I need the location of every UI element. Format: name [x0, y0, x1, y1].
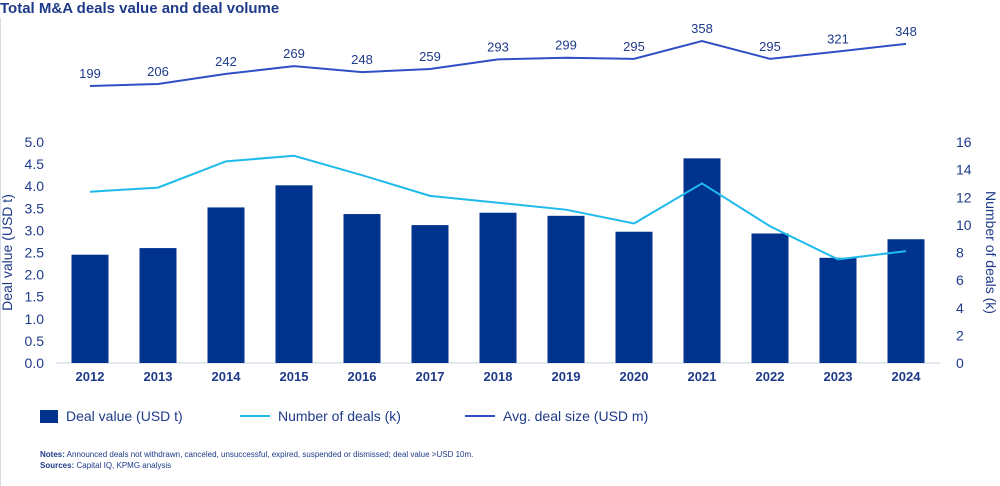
combo-chart: 0.0 0.5 1.0 1.5 2.0 2.5 3.0 3.5 4.0 4.5 5.0 0 2 4 6 8 10…: [0, 21, 999, 384]
legend-swatch-bar: [40, 409, 58, 423]
y2-tick-label-7: 14: [956, 162, 972, 178]
y2-tick-label-6: 12: [956, 189, 972, 205]
y-tick-label-7: 3.5: [25, 200, 45, 216]
y2-tick-label-1: 2: [956, 327, 964, 343]
x-tick-label-2015: 2015: [280, 369, 309, 384]
y2-tick-label-2: 4: [956, 300, 964, 316]
x-tick-label-2021: 2021: [688, 369, 717, 384]
avg-data-label-2022: 295: [759, 39, 781, 54]
y-tick-label-0: 0.0: [25, 355, 45, 371]
y-axis-title: Deal value (USD t): [0, 194, 15, 311]
legend-item-deal-value: Deal value (USD t): [40, 408, 183, 424]
chart-notes: Notes: Announced deals not withdrawn, ca…: [40, 449, 473, 471]
avg-data-label-2023: 321: [827, 31, 849, 46]
y-tick-label-6: 3.0: [25, 222, 45, 238]
x-tick-label-2023: 2023: [824, 369, 853, 384]
avg-data-label-2013: 206: [147, 64, 169, 79]
bar-2024: [887, 239, 925, 363]
chart-title: Total M&A deals value and deal volume: [0, 0, 280, 17]
x-tick-label-2012: 2012: [76, 369, 105, 384]
x-tick-label-2022: 2022: [756, 369, 785, 384]
bar-2015: [275, 185, 313, 363]
bar-2022: [751, 233, 789, 363]
y-tick-label-8: 4.0: [25, 178, 45, 194]
y-tick-label-5: 2.5: [25, 245, 45, 261]
legend-item-avg-deal-size: Avg. deal size (USD m): [465, 408, 648, 424]
bar-2021: [683, 158, 721, 363]
bar-2019: [547, 215, 585, 363]
x-tick-label-2018: 2018: [484, 369, 513, 384]
avg-data-label-2018: 293: [487, 39, 509, 54]
left-divider: [0, 18, 1, 486]
y2-tick-label-0: 0: [956, 355, 964, 371]
y2-tick-label-4: 8: [956, 245, 964, 261]
x-tick-label-2013: 2013: [144, 369, 173, 384]
avg-data-label-2016: 248: [351, 52, 373, 67]
notes-line: Notes: Announced deals not withdrawn, ca…: [40, 450, 474, 459]
y-tick-label-1: 0.5: [25, 333, 45, 349]
avg-data-label-2020: 295: [623, 39, 645, 54]
legend-label-avg-deal-size: Avg. deal size (USD m): [503, 408, 649, 424]
avg-data-label-2024: 348: [895, 24, 917, 39]
bar-2012: [71, 254, 109, 363]
x-tick-label-2016: 2016: [348, 369, 377, 384]
legend-label-number-of-deals: Number of deals (k): [278, 408, 401, 424]
y-tick-label-4: 2.0: [25, 267, 45, 283]
bar-2018: [479, 212, 517, 363]
legend-item-number-of-deals: Number of deals (k): [240, 408, 401, 424]
legend-swatch-avg-line: [465, 415, 495, 417]
avg-data-label-2021: 358: [691, 21, 713, 36]
x-tick-label-2017: 2017: [416, 369, 445, 384]
y-tick-label-3: 1.5: [25, 289, 45, 305]
x-tick-label-2014: 2014: [212, 369, 242, 384]
bar-2016: [343, 214, 381, 363]
y-tick-label-2: 1.0: [25, 311, 45, 327]
x-tick-label-2019: 2019: [552, 369, 581, 384]
y-tick-label-9: 4.5: [25, 156, 45, 172]
avg-data-label-2014: 242: [215, 54, 237, 69]
legend-label-deal-value: Deal value (USD t): [66, 408, 183, 424]
x-tick-label-2020: 2020: [620, 369, 649, 384]
bar-2023: [819, 257, 857, 363]
y2-tick-label-3: 6: [956, 272, 964, 288]
avg-data-label-2019: 299: [555, 38, 577, 53]
y-tick-label-10: 5.0: [25, 134, 45, 150]
x-tick-label-2024: 2024: [892, 369, 922, 384]
legend-swatch-deals-line: [240, 415, 270, 417]
y2-tick-label-8: 16: [956, 134, 972, 150]
avg-data-label-2015: 269: [283, 46, 305, 61]
bar-2014: [207, 207, 245, 363]
bar-2017: [411, 225, 449, 363]
avg-data-label-2017: 259: [419, 49, 441, 64]
sources-line: Sources: Capital IQ, KPMG analysis: [40, 461, 172, 470]
bar-2020: [615, 231, 653, 363]
chart-legend: Deal value (USD t) Number of deals (k) A…: [40, 408, 1000, 430]
avg-data-label-2012: 199: [79, 66, 101, 81]
bar-2013: [139, 248, 177, 363]
y2-axis-title: Number of deals (k): [983, 191, 999, 314]
y2-tick-label-5: 10: [956, 217, 972, 233]
